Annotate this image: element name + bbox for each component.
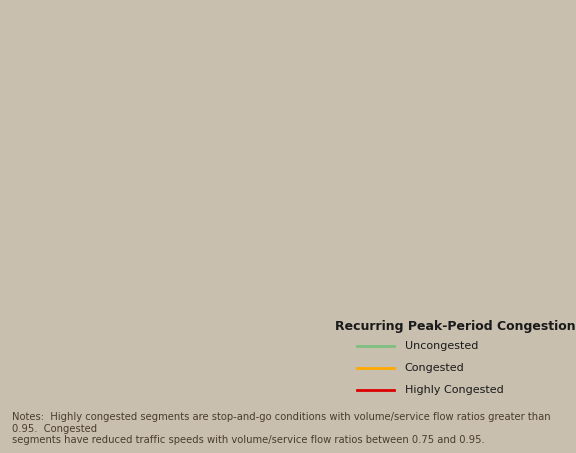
Text: Congested: Congested	[405, 363, 464, 373]
Text: Uncongested: Uncongested	[405, 341, 478, 351]
Text: Highly Congested: Highly Congested	[405, 385, 503, 395]
Text: Notes:  Highly congested segments are stop-and-go conditions with volume/service: Notes: Highly congested segments are sto…	[12, 412, 550, 445]
Text: Recurring Peak-Period Congestion: Recurring Peak-Period Congestion	[335, 320, 575, 333]
